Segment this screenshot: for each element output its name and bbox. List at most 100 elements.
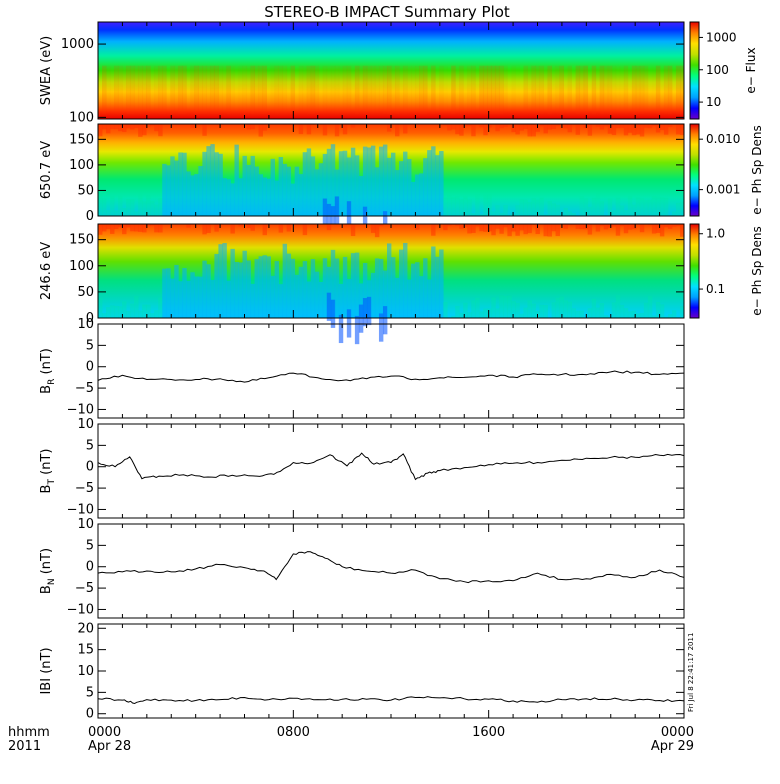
spectrogram-column (564, 208, 568, 216)
spectrogram-column (170, 66, 174, 115)
spectrogram-column (552, 124, 556, 129)
spectrogram-column (523, 66, 527, 115)
spectrogram-column (399, 161, 403, 216)
y-axis-label-main: 246.6 eV (39, 242, 54, 300)
spectrogram-column (222, 178, 226, 216)
spectrogram-column (194, 66, 198, 115)
spectrogram-column (624, 224, 628, 233)
y-tick-label: −10 (67, 502, 94, 517)
spectrogram-column (355, 66, 359, 115)
spectrogram-column (544, 66, 548, 115)
spectrogram-column (114, 66, 118, 115)
spectrogram-column (387, 243, 391, 318)
spectrogram-column (576, 311, 580, 318)
spectrogram-column (259, 66, 263, 115)
spectrogram-column (399, 250, 403, 318)
spectrogram-column (271, 66, 275, 115)
panel-frame (98, 524, 684, 618)
spectrogram-column (287, 167, 291, 216)
spectrogram-column (355, 155, 359, 216)
spectrogram-column (451, 124, 455, 129)
spectrogram-column (664, 124, 668, 135)
spectrogram-column (511, 301, 515, 318)
spectrogram-column (628, 196, 632, 216)
y-tick-label: 100 (69, 110, 94, 125)
spectrogram-column (568, 66, 572, 115)
spectrogram-column (271, 276, 275, 318)
y-axis-label-main: B (39, 385, 54, 394)
data-line (98, 371, 684, 382)
spectrogram-column (387, 158, 391, 216)
y-axis-label-unit: (nT) (39, 449, 54, 479)
spectrogram-column (150, 66, 154, 115)
spectrogram-column (102, 198, 106, 216)
spectrogram-column (676, 124, 680, 134)
spectrogram-column (371, 146, 375, 216)
x-tick-date-label: Apr 29 (651, 739, 694, 754)
spectrogram-column (178, 152, 182, 216)
spectrogram-column (355, 253, 359, 318)
spectrogram-column (367, 66, 371, 115)
spectrogram-column (503, 66, 507, 115)
spectrogram-column (503, 205, 507, 216)
spectrogram-column (608, 66, 612, 115)
spectrogram-column (483, 224, 487, 232)
spectrogram-column (552, 203, 556, 216)
spectrogram-column (251, 156, 255, 216)
spectrogram-column (230, 66, 234, 115)
spectrogram-column (584, 66, 588, 115)
spectrogram-column (483, 124, 487, 135)
spectrogram-column (206, 66, 210, 115)
spectrogram-column (335, 259, 339, 318)
spectrogram-column (110, 124, 114, 129)
spectrogram-column (459, 199, 463, 216)
spectrogram-column (475, 66, 479, 115)
spectrogram-column (351, 253, 355, 318)
spectrogram-column (411, 264, 415, 318)
colorbar-tick-label: 0.010 (706, 132, 740, 146)
y-axis-label: 246.6 eV (39, 242, 54, 300)
spectrogram-column (158, 297, 162, 318)
spectrogram-column (548, 124, 552, 130)
spectrogram-column (467, 199, 471, 216)
spectrogram-column (668, 224, 672, 229)
spectrogram-column (218, 154, 222, 216)
spectrogram-column (620, 305, 624, 318)
spectrogram-column (600, 66, 604, 115)
spectrogram-column (335, 196, 339, 224)
spectrogram-column (644, 124, 648, 128)
colorbar-tick-label: 10 (706, 95, 721, 109)
spectrogram-column (130, 66, 134, 115)
spectrogram-column (174, 265, 178, 318)
spectrogram-column (660, 124, 664, 130)
spectrogram-column (275, 181, 279, 216)
y-tick-label: 5 (86, 338, 94, 353)
spectrogram-column (122, 66, 126, 115)
spectrogram-column (375, 66, 379, 115)
spectrogram-column (612, 210, 616, 216)
colorbar (690, 224, 699, 318)
spectrogram-column (335, 66, 339, 115)
spectrogram-column (198, 66, 202, 115)
spectrogram-column (106, 124, 110, 133)
y-tick-label: 5 (86, 438, 94, 453)
y-tick-label: −10 (67, 602, 94, 617)
spectrogram-column (660, 197, 664, 216)
spectrogram-column (178, 281, 182, 318)
spectrogram-column (226, 66, 230, 115)
spectrogram-column (560, 66, 564, 115)
spectrogram-column (363, 147, 367, 216)
data-line (98, 697, 684, 704)
data-line (98, 453, 684, 479)
spectrogram-column (640, 224, 644, 232)
spectrogram-column (491, 297, 495, 318)
spectrogram-column (303, 224, 307, 235)
spectrogram-column (291, 66, 295, 115)
spectrogram-column (664, 66, 668, 115)
spectrogram-column (511, 66, 515, 115)
spectrogram-column (479, 66, 483, 115)
spectrogram-column (395, 66, 399, 115)
spectrogram-column (648, 296, 652, 318)
